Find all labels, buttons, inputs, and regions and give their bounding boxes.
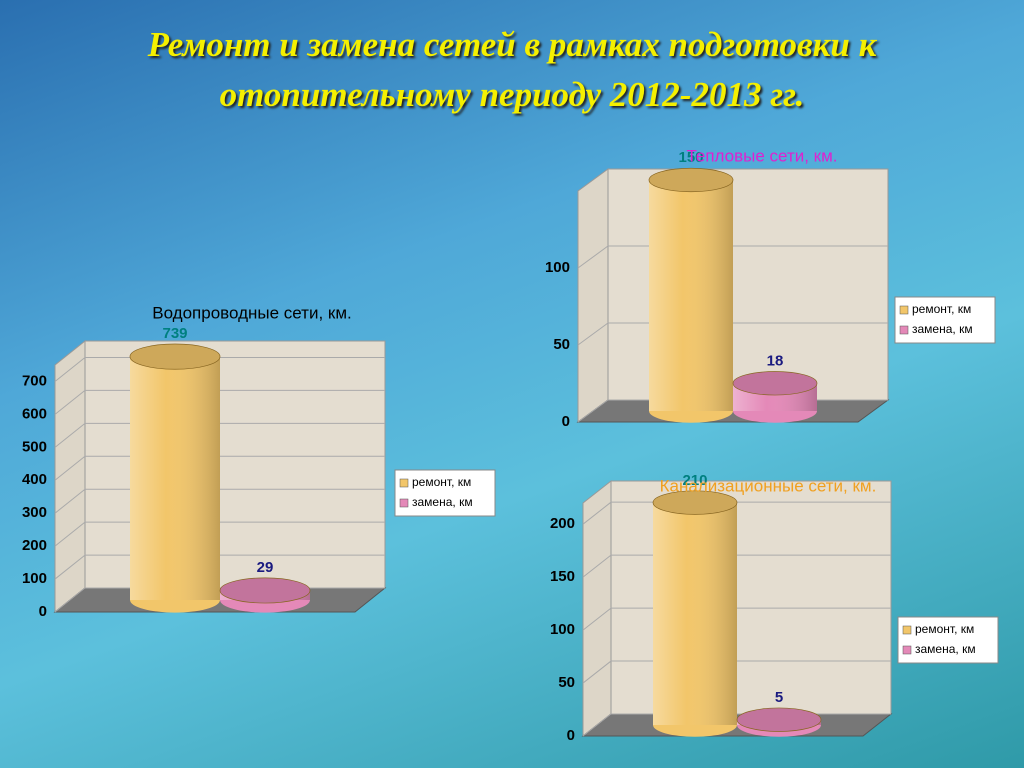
grid-line bbox=[54, 389, 385, 415]
grid-line bbox=[582, 554, 891, 578]
grid-line bbox=[54, 455, 385, 481]
chart-title: Водопроводные сети, км. bbox=[152, 303, 352, 322]
grid-line bbox=[54, 554, 385, 580]
legend-swatch bbox=[899, 305, 909, 315]
legend-label: ремонт, км bbox=[912, 302, 971, 316]
bar-top bbox=[732, 371, 818, 396]
legend-label: замена, км bbox=[915, 642, 976, 656]
y-tick-label: 100 bbox=[545, 259, 570, 276]
value-label: 150 bbox=[678, 149, 703, 166]
bar-shade bbox=[130, 356, 220, 600]
side-wall bbox=[577, 168, 609, 423]
bar-shade bbox=[649, 180, 733, 411]
legend-label: замена, км bbox=[912, 322, 973, 336]
legend-box bbox=[894, 296, 996, 344]
value-label: 739 bbox=[162, 325, 187, 342]
legend-label: ремонт, км bbox=[915, 622, 974, 636]
bar bbox=[736, 707, 822, 737]
legend-swatch bbox=[902, 645, 912, 655]
grid-line bbox=[577, 322, 888, 346]
legend-label: замена, км bbox=[412, 495, 473, 509]
grid-line bbox=[54, 422, 385, 448]
legend-box bbox=[897, 616, 999, 664]
y-tick-label: 0 bbox=[562, 413, 570, 430]
y-tick-label: 100 bbox=[550, 621, 575, 638]
value-label: 210 bbox=[682, 472, 707, 489]
y-tick-label: 400 bbox=[22, 471, 47, 488]
y-tick-label: 700 bbox=[22, 372, 47, 389]
grid-line bbox=[54, 488, 385, 514]
bar bbox=[129, 343, 221, 613]
legend-swatch bbox=[899, 325, 909, 335]
grid-line bbox=[577, 245, 888, 269]
y-tick-label: 0 bbox=[39, 603, 47, 620]
bar-top bbox=[219, 577, 311, 604]
y-tick-label: 100 bbox=[22, 570, 47, 587]
grid-line bbox=[582, 501, 891, 525]
y-tick-label: 600 bbox=[22, 405, 47, 422]
grid-line bbox=[54, 356, 385, 382]
value-label: 5 bbox=[775, 689, 783, 706]
bar-top bbox=[736, 707, 822, 732]
bar bbox=[219, 577, 311, 613]
slide-title: Ремонт и замена сетей в рамках подготовк… bbox=[147, 25, 877, 114]
legend-swatch bbox=[902, 625, 912, 635]
y-tick-label: 300 bbox=[22, 504, 47, 521]
value-label: 18 bbox=[767, 352, 784, 369]
legend-swatch bbox=[399, 478, 409, 488]
side-wall bbox=[582, 479, 612, 738]
grid-line bbox=[582, 607, 891, 631]
chart-title: Канализационные сети, км. bbox=[660, 476, 877, 495]
bar bbox=[652, 490, 738, 737]
y-tick-label: 200 bbox=[22, 537, 47, 554]
grid-line bbox=[54, 521, 385, 547]
bar bbox=[648, 167, 734, 423]
y-tick-label: 50 bbox=[553, 336, 570, 353]
bar-top bbox=[652, 490, 738, 515]
bar bbox=[732, 371, 818, 423]
y-tick-label: 200 bbox=[550, 515, 575, 532]
y-tick-label: 150 bbox=[550, 568, 575, 585]
legend-label: ремонт, км bbox=[412, 475, 471, 489]
y-tick-label: 0 bbox=[567, 727, 575, 744]
legend-swatch bbox=[399, 498, 409, 508]
bar-top bbox=[129, 343, 221, 370]
value-label: 29 bbox=[257, 559, 274, 576]
bar-shade bbox=[653, 502, 737, 725]
y-tick-label: 50 bbox=[558, 674, 575, 691]
legend-box bbox=[394, 469, 496, 517]
bar-top bbox=[648, 167, 734, 193]
y-tick-label: 500 bbox=[22, 438, 47, 455]
grid-line bbox=[582, 660, 891, 684]
chart-title: Тепловые сети, км. bbox=[686, 146, 837, 165]
